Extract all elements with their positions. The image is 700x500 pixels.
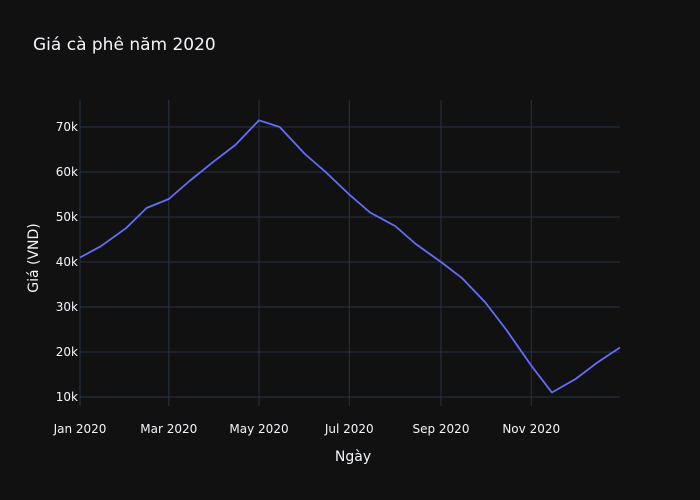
x-tick-label: May 2020 [229, 422, 288, 436]
chart-title: Giá cà phê năm 2020 [33, 35, 216, 55]
y-tick-label: 30k [56, 300, 78, 314]
y-tick-label: 20k [56, 345, 78, 359]
x-tick-label: Jul 2020 [324, 422, 374, 436]
x-tick-label: Mar 2020 [140, 422, 197, 436]
grid-lines [79, 100, 620, 406]
y-tick-label: 70k [56, 120, 78, 134]
x-axis-ticks: Jan 2020 Mar 2020 May 2020 Jul 2020 Sep 2020… [53, 422, 561, 436]
y-tick-label: 50k [56, 210, 78, 224]
x-tick-label: Nov 2020 [502, 422, 560, 436]
y-axis-title: Giá (VND) [26, 223, 42, 293]
y-tick-label: 60k [56, 165, 78, 179]
y-tick-label: 40k [56, 255, 78, 269]
y-axis-ticks: 10k 20k 30k 40k 50k 60k 70k [56, 120, 78, 404]
y-tick-label: 10k [56, 390, 78, 404]
x-tick-label: Sep 2020 [412, 422, 469, 436]
price-series-line [79, 119, 621, 394]
x-tick-label: Jan 2020 [53, 422, 107, 436]
x-axis-title: Ngày [335, 449, 371, 465]
plot-area [79, 119, 621, 394]
